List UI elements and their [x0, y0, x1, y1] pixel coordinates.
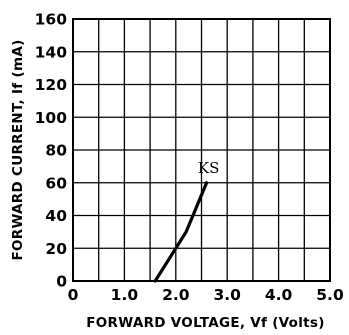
x-tick-label: 3.0	[213, 286, 241, 304]
y-tick-label: 120	[35, 76, 68, 94]
y-tick-label: 40	[45, 207, 67, 225]
chart-grid	[73, 19, 330, 281]
series-label: KS	[198, 159, 219, 177]
x-tick-label: 2.0	[162, 286, 190, 304]
x-tick-label: 5.0	[316, 286, 344, 304]
series-line	[153, 181, 209, 283]
x-axis-title: FORWARD VOLTAGE, Vf (Volts)	[86, 315, 324, 331]
y-tick-label: 140	[35, 43, 68, 61]
y-tick-label: 100	[35, 109, 68, 127]
y-tick-label: 80	[45, 142, 67, 160]
x-tick-label: 4.0	[265, 286, 293, 304]
y-tick-label: 0	[56, 273, 67, 291]
y-tick-label: 20	[45, 240, 67, 258]
y-tick-labels: 0 20 40 60 80 100 120 140 160	[35, 11, 68, 291]
x-tick-labels: 0 1.0 2.0 3.0 4.0 5.0	[68, 286, 344, 304]
series-layer: KS	[153, 159, 219, 283]
x-tick-label: 1.0	[111, 286, 139, 304]
plot-frame	[72, 18, 331, 282]
y-axis-title: FORWARD CURRENT, If (mA)	[10, 39, 26, 260]
x-tick-label: 0	[68, 286, 79, 304]
y-tick-label: 60	[45, 174, 67, 192]
y-tick-label: 160	[35, 11, 68, 29]
